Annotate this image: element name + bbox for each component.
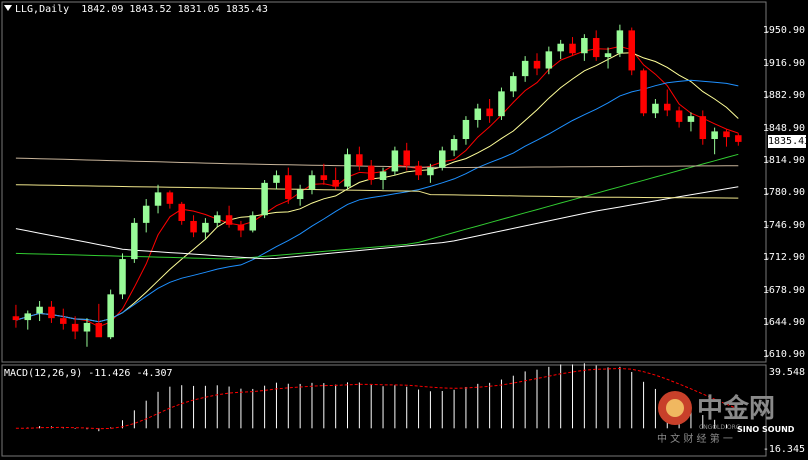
chart-header: LLG,Daily 1842.09 1843.52 1831.05 1835.4… [4, 4, 268, 15]
tagline-text: 中 文 财 经 第 一 [657, 432, 733, 445]
candle-body [332, 179, 339, 187]
candle-body [344, 154, 351, 187]
candle-body [48, 306, 55, 319]
site-text: CNGOLD.ORG [699, 424, 741, 431]
price-tick-label: 1950.90 [762, 25, 805, 37]
candle-body [462, 119, 470, 140]
candle-body [24, 313, 32, 321]
macd-axis-bottom: -16.345 [762, 444, 805, 455]
ma-tan-line [15, 157, 739, 169]
price-tick-label: 1882.90 [762, 90, 805, 102]
macd-axis-top: 39.548 [768, 367, 805, 378]
candle-body [391, 150, 399, 172]
candle-body [308, 175, 316, 190]
candle-body [273, 175, 280, 183]
candle-body [664, 103, 671, 111]
current-price-label: 1835.43 [768, 135, 808, 148]
candle-body [533, 60, 541, 69]
candle-body [687, 116, 695, 122]
candle-body [604, 53, 612, 58]
candle-body [107, 294, 114, 338]
candle-body [569, 43, 576, 54]
candle-body [498, 91, 505, 117]
candle-body [12, 316, 20, 321]
candle-body [367, 165, 375, 180]
candle-body [640, 70, 647, 114]
candle-body [95, 322, 103, 338]
chevron-down-icon[interactable] [4, 5, 12, 11]
candle-body [474, 108, 482, 120]
ohlc-readout: 1842.09 1843.52 1831.05 1835.43 [81, 4, 268, 15]
price-tick-label: 1848.90 [762, 122, 805, 134]
candle-body [237, 224, 245, 231]
ma-khaki-line [15, 184, 739, 199]
price-tick-label: 1814.90 [762, 155, 805, 167]
candle-body [735, 135, 742, 142]
candle-body [261, 182, 268, 216]
candle-body [119, 259, 126, 295]
brand-text: 中金网 [697, 393, 775, 424]
ma-green-line [15, 153, 739, 260]
macd-signal-line [15, 367, 739, 430]
candle-body [616, 30, 624, 54]
macd-title: MACD(12,26,9) -11.426 -4.307 [4, 368, 173, 379]
price-tick-label: 1678.90 [762, 284, 805, 296]
candle-body [486, 108, 493, 117]
ma-yellow-line [15, 52, 739, 323]
candle-body [71, 323, 79, 332]
candle-body [723, 131, 730, 138]
candle-body [320, 175, 328, 180]
candle-body [285, 175, 292, 200]
partner-text: SINO SOUND [737, 425, 795, 434]
ma-blue-line [15, 79, 739, 323]
candle-body [379, 171, 387, 180]
symbol-label: LLG,Daily [15, 4, 70, 15]
candle-body [202, 222, 209, 233]
candle-body [225, 215, 233, 225]
candle-body [510, 76, 517, 92]
candle-body [450, 139, 458, 151]
candle-body [190, 220, 197, 233]
macd-histogram [27, 363, 739, 432]
candle-body [581, 38, 588, 54]
candle-body [131, 222, 138, 260]
candle-body [415, 165, 422, 176]
candle-body [142, 205, 150, 223]
candle-body [83, 322, 91, 332]
candle-body [711, 131, 718, 140]
candle-body [521, 60, 529, 77]
candle-body [699, 116, 707, 140]
candle-body [154, 192, 162, 206]
candle-body [592, 38, 600, 58]
candle-body [557, 43, 564, 52]
candle-body [427, 167, 434, 176]
candle-body [356, 154, 363, 166]
price-tick-label: 1916.90 [762, 57, 805, 69]
candle-body [166, 192, 174, 204]
price-tick-label: 1780.90 [762, 187, 805, 199]
price-tick-label: 1746.90 [762, 219, 805, 231]
candle-body [438, 150, 446, 168]
candle-body [652, 103, 659, 114]
price-tick-label: 1644.90 [762, 317, 805, 329]
candle-body [675, 110, 683, 122]
candle-body [213, 215, 221, 223]
candle-body [249, 215, 257, 231]
candle-body [178, 203, 185, 221]
candlesticks [12, 24, 742, 347]
candle-body [60, 318, 67, 324]
candle-body [36, 306, 43, 314]
watermark-logo: 中金网 中 文 财 经 第 一 CNGOLD.ORG SINO SOUND [655, 386, 805, 456]
chart-frame [1, 1, 769, 457]
candle-body [403, 150, 410, 166]
price-tick-label: 1712.90 [762, 252, 805, 264]
candle-body [545, 51, 553, 69]
candle-body [296, 189, 304, 200]
candle-body [628, 30, 635, 71]
price-tick-label: 1610.90 [762, 349, 805, 361]
